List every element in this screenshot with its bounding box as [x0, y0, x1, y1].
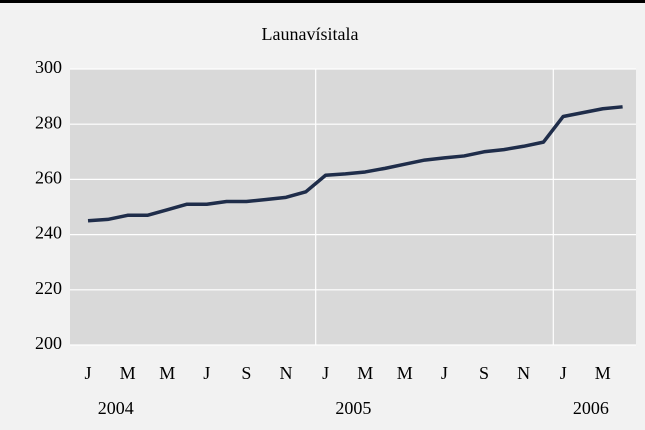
x-tick-label: J [560, 363, 567, 383]
x-tick-label: J [203, 363, 210, 383]
year-label: 2006 [573, 398, 609, 418]
x-tick-label: J [441, 363, 448, 383]
x-tick-label: M [159, 363, 175, 383]
x-tick-label: M [595, 363, 611, 383]
line [87, 105, 623, 223]
year-label: 2004 [98, 398, 134, 418]
x-tick-label: M [397, 363, 413, 383]
x-tick-label: N [517, 363, 530, 383]
x-tick-label: S [479, 363, 489, 383]
year-label: 2005 [335, 398, 371, 418]
plot-area [70, 69, 636, 345]
y-tick-label: 280 [35, 112, 62, 132]
y-tick-label: 240 [35, 223, 62, 243]
x-tick-label: J [322, 363, 329, 383]
top-rule [0, 0, 645, 3]
y-tick-label: 300 [35, 57, 62, 77]
x-tick-label: M [120, 363, 136, 383]
y-tick-label: 200 [35, 333, 62, 353]
chart-title: Launavísitala [262, 24, 359, 44]
x-tick-label: N [280, 363, 293, 383]
y-tick-label: 220 [35, 278, 62, 298]
y-tick-label: 260 [35, 168, 62, 188]
x-tick-label: J [84, 363, 91, 383]
x-tick-label: S [241, 363, 251, 383]
x-tick-label: M [357, 363, 373, 383]
